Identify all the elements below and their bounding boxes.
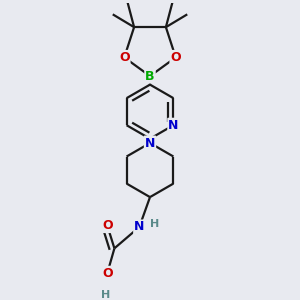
Text: O: O bbox=[119, 51, 130, 64]
Text: B: B bbox=[145, 70, 155, 83]
Text: N: N bbox=[145, 136, 155, 149]
Text: O: O bbox=[102, 267, 112, 280]
Text: H: H bbox=[150, 219, 160, 229]
Text: N: N bbox=[168, 119, 178, 132]
Text: O: O bbox=[102, 219, 112, 232]
Text: N: N bbox=[134, 220, 145, 233]
Text: O: O bbox=[170, 51, 181, 64]
Text: H: H bbox=[101, 290, 110, 300]
